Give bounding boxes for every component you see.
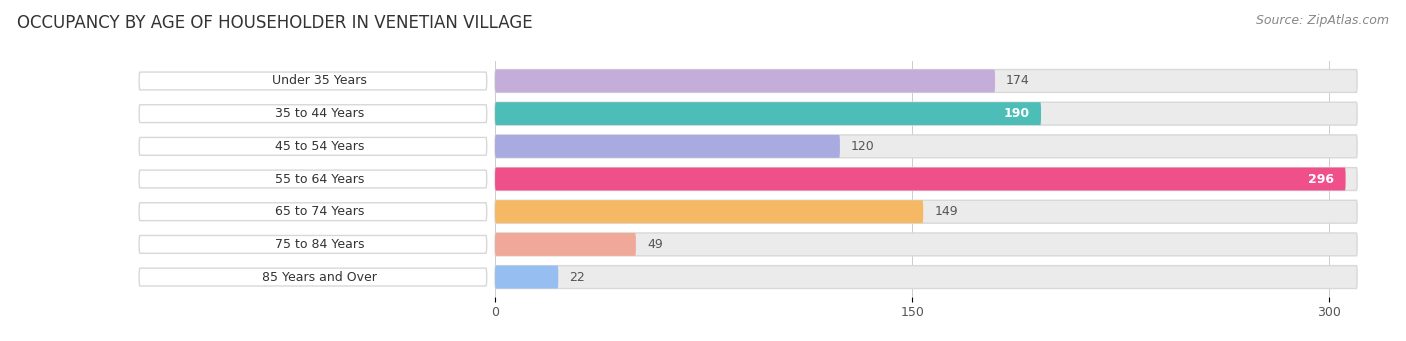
Text: 75 to 84 Years: 75 to 84 Years xyxy=(276,238,364,251)
FancyBboxPatch shape xyxy=(495,167,1346,191)
Text: Under 35 Years: Under 35 Years xyxy=(273,74,367,88)
FancyBboxPatch shape xyxy=(495,167,1357,191)
Text: 85 Years and Over: 85 Years and Over xyxy=(263,270,377,284)
FancyBboxPatch shape xyxy=(495,266,558,288)
FancyBboxPatch shape xyxy=(495,200,1357,223)
FancyBboxPatch shape xyxy=(495,200,924,223)
Text: OCCUPANCY BY AGE OF HOUSEHOLDER IN VENETIAN VILLAGE: OCCUPANCY BY AGE OF HOUSEHOLDER IN VENET… xyxy=(17,14,533,32)
Text: 190: 190 xyxy=(1004,107,1031,120)
Text: 35 to 44 Years: 35 to 44 Years xyxy=(276,107,364,120)
FancyBboxPatch shape xyxy=(139,236,486,253)
Text: 120: 120 xyxy=(851,140,875,153)
FancyBboxPatch shape xyxy=(495,135,839,158)
Text: 49: 49 xyxy=(647,238,662,251)
FancyBboxPatch shape xyxy=(139,170,486,188)
FancyBboxPatch shape xyxy=(495,135,1357,158)
FancyBboxPatch shape xyxy=(139,105,486,122)
FancyBboxPatch shape xyxy=(495,102,1040,125)
Text: Source: ZipAtlas.com: Source: ZipAtlas.com xyxy=(1256,14,1389,27)
Text: 149: 149 xyxy=(935,205,957,218)
FancyBboxPatch shape xyxy=(139,137,486,155)
FancyBboxPatch shape xyxy=(495,233,1357,256)
FancyBboxPatch shape xyxy=(495,70,995,92)
Text: 296: 296 xyxy=(1309,173,1334,186)
Text: 65 to 74 Years: 65 to 74 Years xyxy=(276,205,364,218)
Text: 55 to 64 Years: 55 to 64 Years xyxy=(276,173,364,186)
FancyBboxPatch shape xyxy=(495,266,1357,288)
FancyBboxPatch shape xyxy=(495,233,636,256)
FancyBboxPatch shape xyxy=(495,102,1357,125)
FancyBboxPatch shape xyxy=(139,72,486,90)
Text: 22: 22 xyxy=(569,270,585,284)
FancyBboxPatch shape xyxy=(139,268,486,286)
Text: 45 to 54 Years: 45 to 54 Years xyxy=(276,140,364,153)
FancyBboxPatch shape xyxy=(139,203,486,221)
Text: 174: 174 xyxy=(1007,74,1031,88)
FancyBboxPatch shape xyxy=(495,70,1357,92)
